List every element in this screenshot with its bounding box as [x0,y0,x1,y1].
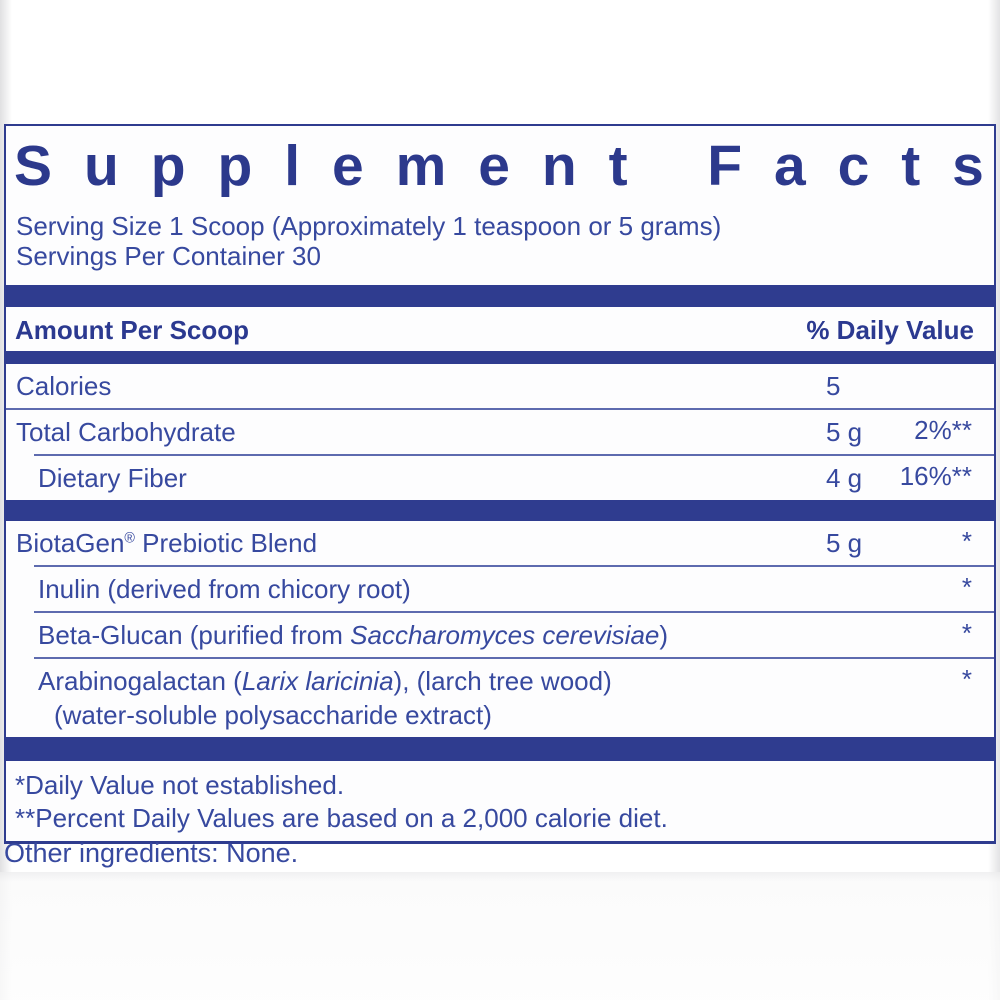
row-amount: 5 g [826,528,863,558]
row-daily-value: 2%** [914,415,972,445]
row-daily-value: * [961,572,972,602]
label-bottom-shade [0,872,1000,1000]
amount-per-scoop-header: Amount Per Scoop [15,315,250,345]
row-divider [34,611,994,613]
other-ingredients-line: Other ingredients: None. [4,838,299,868]
row-name: Arabinogalactan (Larix laricinia), (larc… [38,666,854,729]
table-row: Arabinogalactan (Larix laricinia), (larc… [6,659,994,737]
daily-value-header: % Daily Value [806,315,974,345]
title-letter: S [14,134,53,198]
row-name-part: Larix laricinia [241,666,394,696]
row-name-part: Prebiotic Blend [134,528,318,558]
title-letter: u [83,134,119,198]
title-letter: t [901,134,921,198]
title-letter: F [707,134,743,198]
row-daily-value: * [961,664,972,694]
row-daily-value: * [961,526,972,556]
row-name-part: ), (larch tree wood) [393,666,612,696]
row-name-part: Calories [16,371,112,401]
title-letter: l [284,134,301,198]
title-letter: c [837,134,870,198]
table-row: Dietary Fiber 4 g 16%** [6,456,994,500]
section-divider-bar [6,351,994,364]
row-name: BiotaGen® Prebiotic Blend [16,528,317,558]
row-name: Inulin (derived from chicory root) [38,574,411,604]
section-divider-bar [6,500,994,521]
title-letter: m [395,134,447,198]
serving-size-line: Serving Size 1 Scoop (Approximately 1 te… [16,211,722,241]
row-name-part: Inulin (derived from chicory root) [38,574,411,604]
row-name: Dietary Fiber [38,463,187,493]
title-letter: p [150,134,186,198]
title-letter: p [217,134,253,198]
row-daily-value: * [961,618,972,648]
facts-table: Calories 5 Total Carbohydrate 5 g 2%** Dietar… [6,364,994,737]
row-divider [6,408,994,410]
section-divider-bar [6,737,994,761]
footnote-percent-dv: **Percent Daily Values are based on a 2,… [15,803,668,833]
row-name-part: Saccharomyces cerevisiae [350,620,660,650]
title-letter: a [774,134,806,198]
title-letter [659,136,675,196]
row-amount: 5 g [826,417,863,447]
column-header-row: Amount Per Scoop % Daily Value [6,307,994,351]
title-letter: e [478,134,510,198]
title-letter: e [331,134,364,198]
footnotes: *Daily Value not established. **Percent … [6,761,994,841]
row-amount: 5 [826,371,841,401]
table-row: Beta-Glucan (purified from Saccharomyces… [6,613,994,657]
row-name-part: Beta-Glucan (purified from [38,620,351,650]
servings-per-container-line: Servings Per Container 30 [16,241,321,271]
footnote-daily-value: *Daily Value not established. [15,770,345,800]
row-name-part: ) [659,620,669,650]
table-row: Calories 5 [6,364,994,408]
table-row: Total Carbohydrate 5 g 2%** [6,410,994,454]
table-row: BiotaGen® Prebiotic Blend 5 g * [6,521,994,565]
row-divider [34,454,994,456]
section-divider-bar [6,285,994,307]
title-letter: t [608,134,628,198]
row-amount: 4 g [826,463,863,493]
row-name: Total Carbohydrate [16,417,236,447]
row-name: Calories [16,371,111,401]
row-name-line2: (water-soluble polysaccharide extract) [54,700,492,730]
title-letter: n [541,134,577,198]
row-name-part: Dietary Fiber [38,463,187,493]
row-divider [34,657,994,659]
row-daily-value: 16%** [899,461,972,491]
row-name-part: Arabinogalactan ( [38,666,242,696]
row-name-part: BiotaGen [16,528,125,558]
table-row: Inulin (derived from chicory root) * [6,567,994,611]
row-divider [34,565,994,567]
row-name: Beta-Glucan (purified from Saccharomyces… [38,620,668,650]
row-name-part: ® [124,530,135,547]
title-letter: s [952,134,984,198]
row-name-part: Total Carbohydrate [16,417,236,447]
